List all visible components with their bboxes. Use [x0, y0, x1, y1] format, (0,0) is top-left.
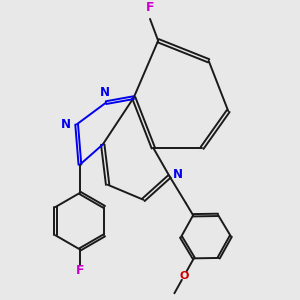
- Text: N: N: [61, 118, 71, 131]
- Text: O: O: [179, 271, 189, 281]
- Text: N: N: [100, 86, 110, 99]
- Text: F: F: [76, 263, 84, 277]
- Text: F: F: [146, 1, 154, 14]
- Text: N: N: [173, 168, 183, 181]
